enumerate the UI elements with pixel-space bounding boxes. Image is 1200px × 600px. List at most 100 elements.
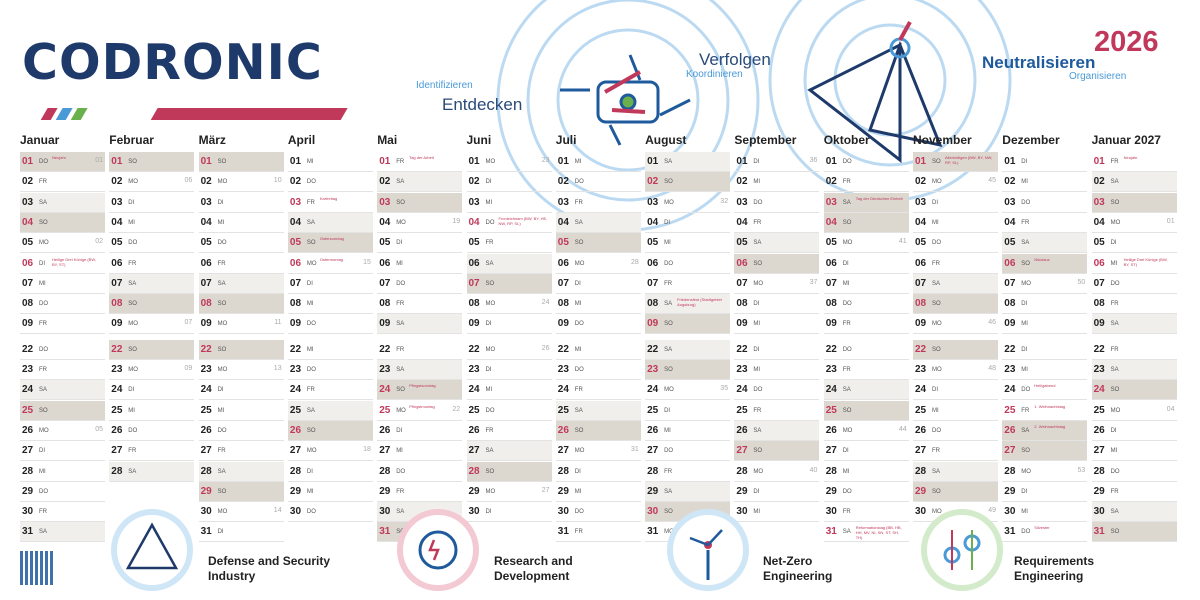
calendar-day[interactable]: 03 DO <box>1002 193 1088 213</box>
calendar-day[interactable]: 06 SA <box>466 253 552 274</box>
calendar-day[interactable]: 27 SO <box>734 441 820 462</box>
calendar-day[interactable]: 25 DI <box>645 401 731 421</box>
calendar-day[interactable]: 26 MO 05 <box>20 421 105 441</box>
calendar-day[interactable]: 25 MO 04 <box>1091 401 1177 421</box>
calendar-day[interactable]: 03 SA <box>20 192 105 213</box>
calendar-day[interactable]: 05 MI <box>645 233 731 254</box>
calendar-day[interactable]: 23 FR <box>20 360 105 380</box>
calendar-day[interactable]: 06 DO <box>645 254 731 274</box>
calendar-day[interactable]: 26 MI <box>645 421 731 441</box>
calendar-day[interactable]: 24 DO <box>734 380 820 401</box>
calendar-day[interactable]: 01 SO <box>109 152 195 172</box>
calendar-day[interactable]: 06 FR <box>198 254 284 274</box>
calendar-day[interactable]: 02 SA <box>1091 172 1177 193</box>
calendar-day[interactable]: 29 DO <box>823 482 909 502</box>
calendar-day[interactable]: 01 DI 36 <box>734 152 820 172</box>
calendar-day[interactable]: 06 DI Heilige Drei Könige (BW, BY, ST) <box>20 254 105 274</box>
calendar-day[interactable]: 08 SA Friedensfest (Stadtgebiet Augsburg) <box>645 294 731 315</box>
calendar-day[interactable]: 08 MI <box>555 294 641 315</box>
calendar-day[interactable]: 23 SA <box>1091 360 1177 380</box>
calendar-day[interactable]: 08 DO <box>823 294 909 315</box>
calendar-day[interactable]: 26 DI <box>1091 421 1177 441</box>
calendar-day[interactable]: 31 FR <box>555 522 641 543</box>
calendar-day[interactable]: 06 FR <box>109 254 195 274</box>
calendar-day[interactable]: 28 MI <box>823 462 909 482</box>
calendar-day[interactable]: 29 SO <box>198 481 284 502</box>
calendar-day[interactable]: 09 DI <box>466 314 552 335</box>
calendar-day[interactable]: 05 SA <box>734 233 820 254</box>
calendar-day[interactable]: 27 MI <box>377 441 463 462</box>
calendar-day[interactable]: 26 DO <box>198 421 284 441</box>
calendar-day[interactable]: 31 SO <box>1091 522 1177 543</box>
calendar-day[interactable]: 27 MO 18 <box>287 441 373 462</box>
calendar-day[interactable]: 03 FR Karfreitag <box>287 193 373 213</box>
calendar-day[interactable]: 02 DI <box>466 172 552 193</box>
calendar-day[interactable]: 30 MI <box>1002 502 1088 523</box>
calendar-day[interactable]: 25 SO <box>20 400 105 421</box>
calendar-day[interactable]: 30 MI <box>734 502 820 523</box>
calendar-day[interactable]: 27 DI <box>20 441 105 462</box>
calendar-day[interactable]: 01 FR Tag der Arbeit <box>377 152 463 172</box>
calendar-day[interactable]: 04 MI <box>109 213 195 233</box>
calendar-day[interactable]: 05 DO <box>913 233 998 254</box>
calendar-day[interactable]: 29 DI <box>1002 482 1088 502</box>
calendar-day[interactable]: 09 DO <box>287 314 373 335</box>
calendar-day[interactable]: 23 MI <box>1002 360 1088 380</box>
calendar-day[interactable]: 02 MI <box>734 172 820 193</box>
calendar-day[interactable]: 04 FR <box>1002 213 1088 233</box>
calendar-day[interactable]: 03 DI <box>913 193 998 213</box>
calendar-day[interactable]: 23 MO 13 <box>198 360 284 380</box>
calendar-day[interactable]: 25 SA <box>555 400 641 421</box>
calendar-day[interactable]: 28 DI <box>287 462 373 482</box>
calendar-day[interactable]: 27 MI <box>1091 441 1177 462</box>
calendar-day[interactable]: 24 SA <box>823 380 909 401</box>
calendar-day[interactable]: 24 MO 35 <box>645 380 731 401</box>
calendar-day[interactable]: 06 MI <box>377 254 463 274</box>
calendar-day[interactable]: 09 SO <box>645 314 731 335</box>
calendar-day[interactable]: 05 SA <box>1002 233 1088 254</box>
calendar-day[interactable]: 27 SA <box>466 441 552 462</box>
calendar-day[interactable]: 23 SO <box>645 360 731 380</box>
calendar-day[interactable]: 04 SA <box>555 212 641 233</box>
calendar-day[interactable]: 31 DO Silvester <box>1002 522 1088 543</box>
calendar-day[interactable]: 28 MO 53 <box>1002 462 1088 482</box>
calendar-day[interactable]: 05 FR <box>466 233 552 254</box>
calendar-day[interactable]: 05 MO 02 <box>20 233 105 254</box>
calendar-day[interactable]: 03 MI <box>466 193 552 213</box>
calendar-day[interactable]: 07 DI <box>287 274 373 294</box>
calendar-day[interactable]: 28 SO <box>466 461 552 482</box>
calendar-day[interactable]: 22 DO <box>20 340 105 360</box>
calendar-day[interactable]: 04 MO 01 <box>1091 213 1177 233</box>
calendar-day[interactable]: 30 DO <box>287 502 373 523</box>
calendar-day[interactable]: 25 FR 1. Weihnachtstag <box>1002 401 1088 421</box>
calendar-day[interactable]: 08 MI <box>287 294 373 315</box>
calendar-day[interactable]: 04 DO Fronleichnam (BW, BY, HE, NW, RP, SL… <box>466 213 552 233</box>
calendar-day[interactable]: 02 MO 06 <box>109 172 195 193</box>
calendar-day[interactable]: 07 MI <box>823 274 909 294</box>
calendar-day[interactable]: 29 SA <box>645 481 731 502</box>
calendar-day[interactable]: 06 SO Nikolaus <box>1002 253 1088 274</box>
calendar-day[interactable]: 02 DO <box>555 172 641 193</box>
calendar-day[interactable]: 22 DI <box>734 340 820 360</box>
calendar-day[interactable]: 06 MO 28 <box>555 254 641 274</box>
calendar-day[interactable]: 08 SO <box>198 294 284 315</box>
calendar-day[interactable]: 04 MI <box>913 213 998 233</box>
calendar-day[interactable]: 31 DI <box>198 522 284 543</box>
calendar-day[interactable]: 06 MI Heilige Drei Könige (BW, BY, ST) <box>1091 254 1177 274</box>
calendar-day[interactable]: 25 MI <box>198 401 284 421</box>
calendar-day[interactable]: 29 MO 27 <box>466 482 552 502</box>
calendar-day[interactable]: 02 DO <box>287 172 373 193</box>
calendar-day[interactable]: 22 SA <box>645 339 731 360</box>
calendar-day[interactable]: 29 DO <box>20 482 105 502</box>
calendar-day[interactable]: 06 FR <box>913 254 998 274</box>
calendar-day[interactable]: 07 MI <box>20 274 105 294</box>
calendar-day[interactable]: 22 MI <box>555 340 641 360</box>
calendar-day[interactable]: 03 DO <box>734 193 820 213</box>
calendar-day[interactable]: 07 SA <box>198 273 284 294</box>
calendar-day[interactable]: 03 SO <box>377 192 463 213</box>
calendar-day[interactable]: 25 DO <box>466 401 552 421</box>
calendar-day[interactable]: 03 SA Tag der Deutschen Einheit <box>823 192 909 213</box>
calendar-day[interactable]: 29 DI <box>734 482 820 502</box>
calendar-day[interactable]: 24 FR <box>287 380 373 401</box>
calendar-day[interactable]: 03 SO <box>1091 192 1177 213</box>
